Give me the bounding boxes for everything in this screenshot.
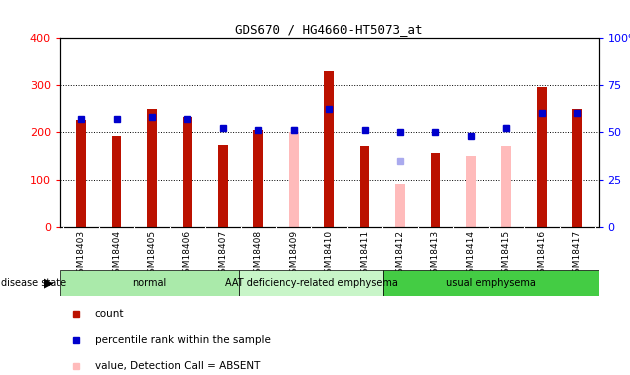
Bar: [112, 135, 122, 227]
Text: count: count: [95, 309, 124, 319]
Text: GSM18403: GSM18403: [77, 230, 86, 279]
Title: GDS670 / HG4660-HT5073_at: GDS670 / HG4660-HT5073_at: [236, 23, 423, 36]
Text: GSM18415: GSM18415: [502, 230, 511, 279]
Bar: [239, 270, 383, 296]
Bar: [289, 132, 299, 227]
Text: GSM18417: GSM18417: [573, 230, 581, 279]
Text: GSM18406: GSM18406: [183, 230, 192, 279]
Text: GSM18407: GSM18407: [219, 230, 227, 279]
Text: percentile rank within the sample: percentile rank within the sample: [95, 335, 271, 345]
Bar: [573, 110, 582, 227]
Text: GSM18408: GSM18408: [254, 230, 263, 279]
Bar: [76, 120, 86, 227]
Bar: [383, 270, 598, 296]
Text: GSM18414: GSM18414: [466, 230, 476, 279]
Bar: [360, 146, 369, 227]
Bar: [501, 146, 511, 227]
Text: GSM18413: GSM18413: [431, 230, 440, 279]
Text: normal: normal: [132, 278, 167, 288]
Bar: [218, 146, 227, 227]
Bar: [324, 70, 334, 227]
Bar: [466, 156, 476, 227]
Bar: [60, 270, 239, 296]
Bar: [537, 87, 547, 227]
Text: AAT deficiency-related emphysema: AAT deficiency-related emphysema: [225, 278, 398, 288]
Text: GSM18409: GSM18409: [289, 230, 298, 279]
Bar: [253, 130, 263, 227]
Bar: [431, 153, 440, 227]
Text: GSM18416: GSM18416: [537, 230, 546, 279]
Bar: [395, 184, 405, 227]
Bar: [147, 110, 157, 227]
Text: GSM18412: GSM18412: [396, 230, 404, 279]
Text: ▶: ▶: [44, 276, 54, 289]
Bar: [183, 117, 192, 227]
Text: GSM18411: GSM18411: [360, 230, 369, 279]
Text: GSM18405: GSM18405: [147, 230, 156, 279]
Text: disease state: disease state: [1, 278, 66, 288]
Text: GSM18410: GSM18410: [324, 230, 334, 279]
Text: usual emphysema: usual emphysema: [446, 278, 536, 288]
Text: value, Detection Call = ABSENT: value, Detection Call = ABSENT: [95, 362, 260, 371]
Text: GSM18404: GSM18404: [112, 230, 121, 279]
